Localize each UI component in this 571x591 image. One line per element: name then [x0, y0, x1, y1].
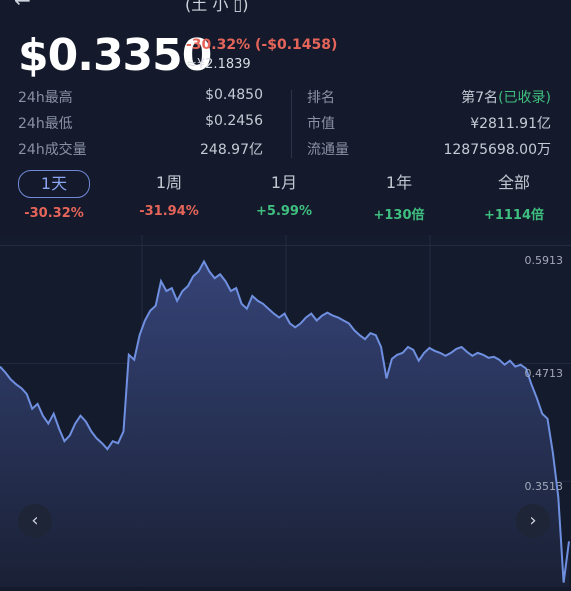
stat-value: ¥2811.91亿	[470, 116, 551, 132]
back-arrow-icon[interactable]: ←	[14, 0, 31, 12]
chevron-right-icon[interactable]: ›	[516, 504, 550, 538]
tab-label[interactable]: 1周	[155, 173, 183, 192]
y-tick-label: 0.5913	[524, 254, 564, 267]
current-price: $0.3350	[18, 30, 212, 81]
rank-listed[interactable]: (已收录)	[498, 90, 551, 106]
tab-label[interactable]: 1天	[18, 170, 90, 198]
stat-label: 24h最低	[18, 116, 73, 132]
cny-price: ≈¥2.1839	[186, 57, 251, 72]
stat-label: 排名	[307, 90, 335, 106]
y-tick-label: 0.3513	[524, 480, 564, 493]
tab-change: +130倍	[373, 208, 425, 223]
stat-label: 24h最高	[18, 90, 73, 106]
chevron-left-icon[interactable]: ‹	[18, 504, 52, 538]
stat-value: 12875698.00万	[443, 142, 551, 158]
rank-value: 第7名(已收录)	[461, 87, 551, 107]
change-percent: -30.32%	[186, 37, 251, 53]
stat-row-high: 24h最高 $0.4850 排名 第7名(已收录)	[0, 87, 571, 107]
tab-change: +5.99%	[256, 204, 312, 219]
stat-value: $0.2456	[205, 113, 263, 129]
stat-label: 24h成交量	[18, 142, 87, 158]
change-amount: (-$0.1458)	[255, 37, 338, 53]
tab-1m[interactable]: 1月 +5.99%	[234, 170, 334, 219]
tab-1d[interactable]: 1天 -30.32%	[4, 170, 104, 221]
tab-change: -30.32%	[24, 206, 84, 221]
stat-label: 市值	[307, 116, 335, 132]
tab-1w[interactable]: 1周 -31.94%	[119, 170, 219, 219]
tab-all[interactable]: 全部 +1114倍	[464, 170, 564, 223]
tab-label[interactable]: 1年	[385, 173, 413, 192]
tab-label[interactable]: 全部	[497, 173, 530, 192]
top-bar: ← (土 小 ▯)	[0, 0, 571, 14]
price-chart[interactable]: 0.5913 0.4713 0.3513 ‹ ›	[0, 235, 571, 587]
chart-svg[interactable]	[0, 235, 571, 587]
stat-label: 流通量	[307, 142, 349, 158]
stat-value: $0.4850	[205, 87, 263, 103]
period-tabs: 1天 -30.32% 1周 -31.94% 1月 +5.99% 1年 +130倍…	[0, 170, 571, 230]
price-change: -30.32% (-$0.1458)	[186, 37, 337, 53]
tab-1y[interactable]: 1年 +130倍	[349, 170, 449, 223]
chart-line	[0, 259, 570, 583]
tab-change: -31.94%	[139, 204, 199, 219]
y-tick-label: 0.4713	[524, 367, 564, 380]
stat-row-volume: 24h成交量 248.97亿 流通量 12875698.00万	[0, 139, 571, 159]
stat-row-low: 24h最低 $0.2456 市值 ¥2811.91亿	[0, 113, 571, 133]
stat-value: 248.97亿	[200, 142, 263, 158]
tab-change: +1114倍	[483, 208, 545, 223]
tab-label[interactable]: 1月	[270, 173, 298, 192]
stats-divider	[291, 90, 292, 158]
page-title: (土 小 ▯)	[185, 0, 249, 14]
rank-number: 第7名	[461, 90, 499, 106]
chart-area	[0, 261, 569, 587]
